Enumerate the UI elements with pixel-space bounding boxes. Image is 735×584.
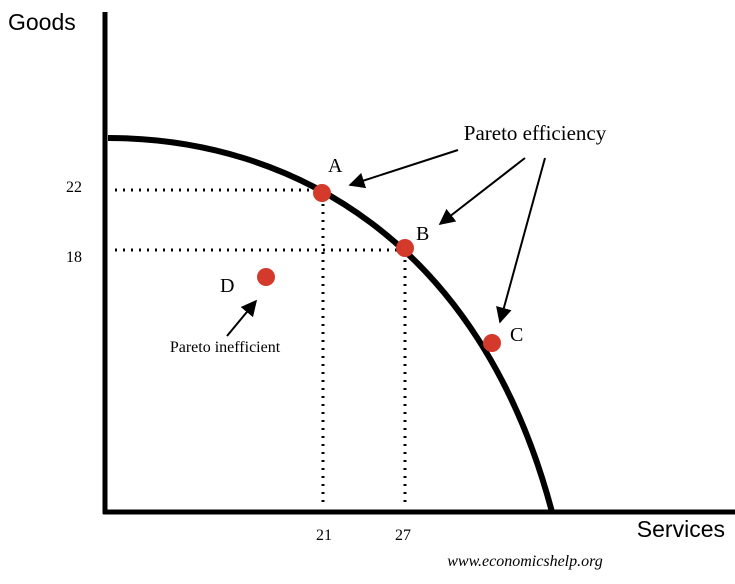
ppf-curve <box>107 135 555 513</box>
arrow <box>438 157 526 225</box>
x-tick-label: 27 <box>395 527 411 544</box>
point-label: B <box>416 223 429 245</box>
arrow <box>226 299 258 337</box>
credit: www.economicshelp.org <box>447 553 603 570</box>
point-label: C <box>510 324 523 346</box>
x-tick-label: 21 <box>316 527 332 544</box>
guides <box>115 188 407 508</box>
y-axis-label: Goods <box>8 9 76 35</box>
point <box>257 268 275 286</box>
point <box>313 184 331 202</box>
annotation: Pareto inefficient <box>170 339 281 356</box>
point-label: A <box>328 155 343 177</box>
point <box>396 239 414 257</box>
y-tick-label: 22 <box>66 179 82 196</box>
arrow <box>348 149 459 189</box>
x-axis-label: Services <box>637 516 725 542</box>
points <box>257 184 501 352</box>
y-tick-label: 18 <box>66 249 82 266</box>
point <box>483 334 501 352</box>
annotation: Pareto efficiency <box>464 121 607 145</box>
arrows <box>226 149 546 337</box>
arrow <box>496 157 546 324</box>
point-label: D <box>220 275 234 297</box>
